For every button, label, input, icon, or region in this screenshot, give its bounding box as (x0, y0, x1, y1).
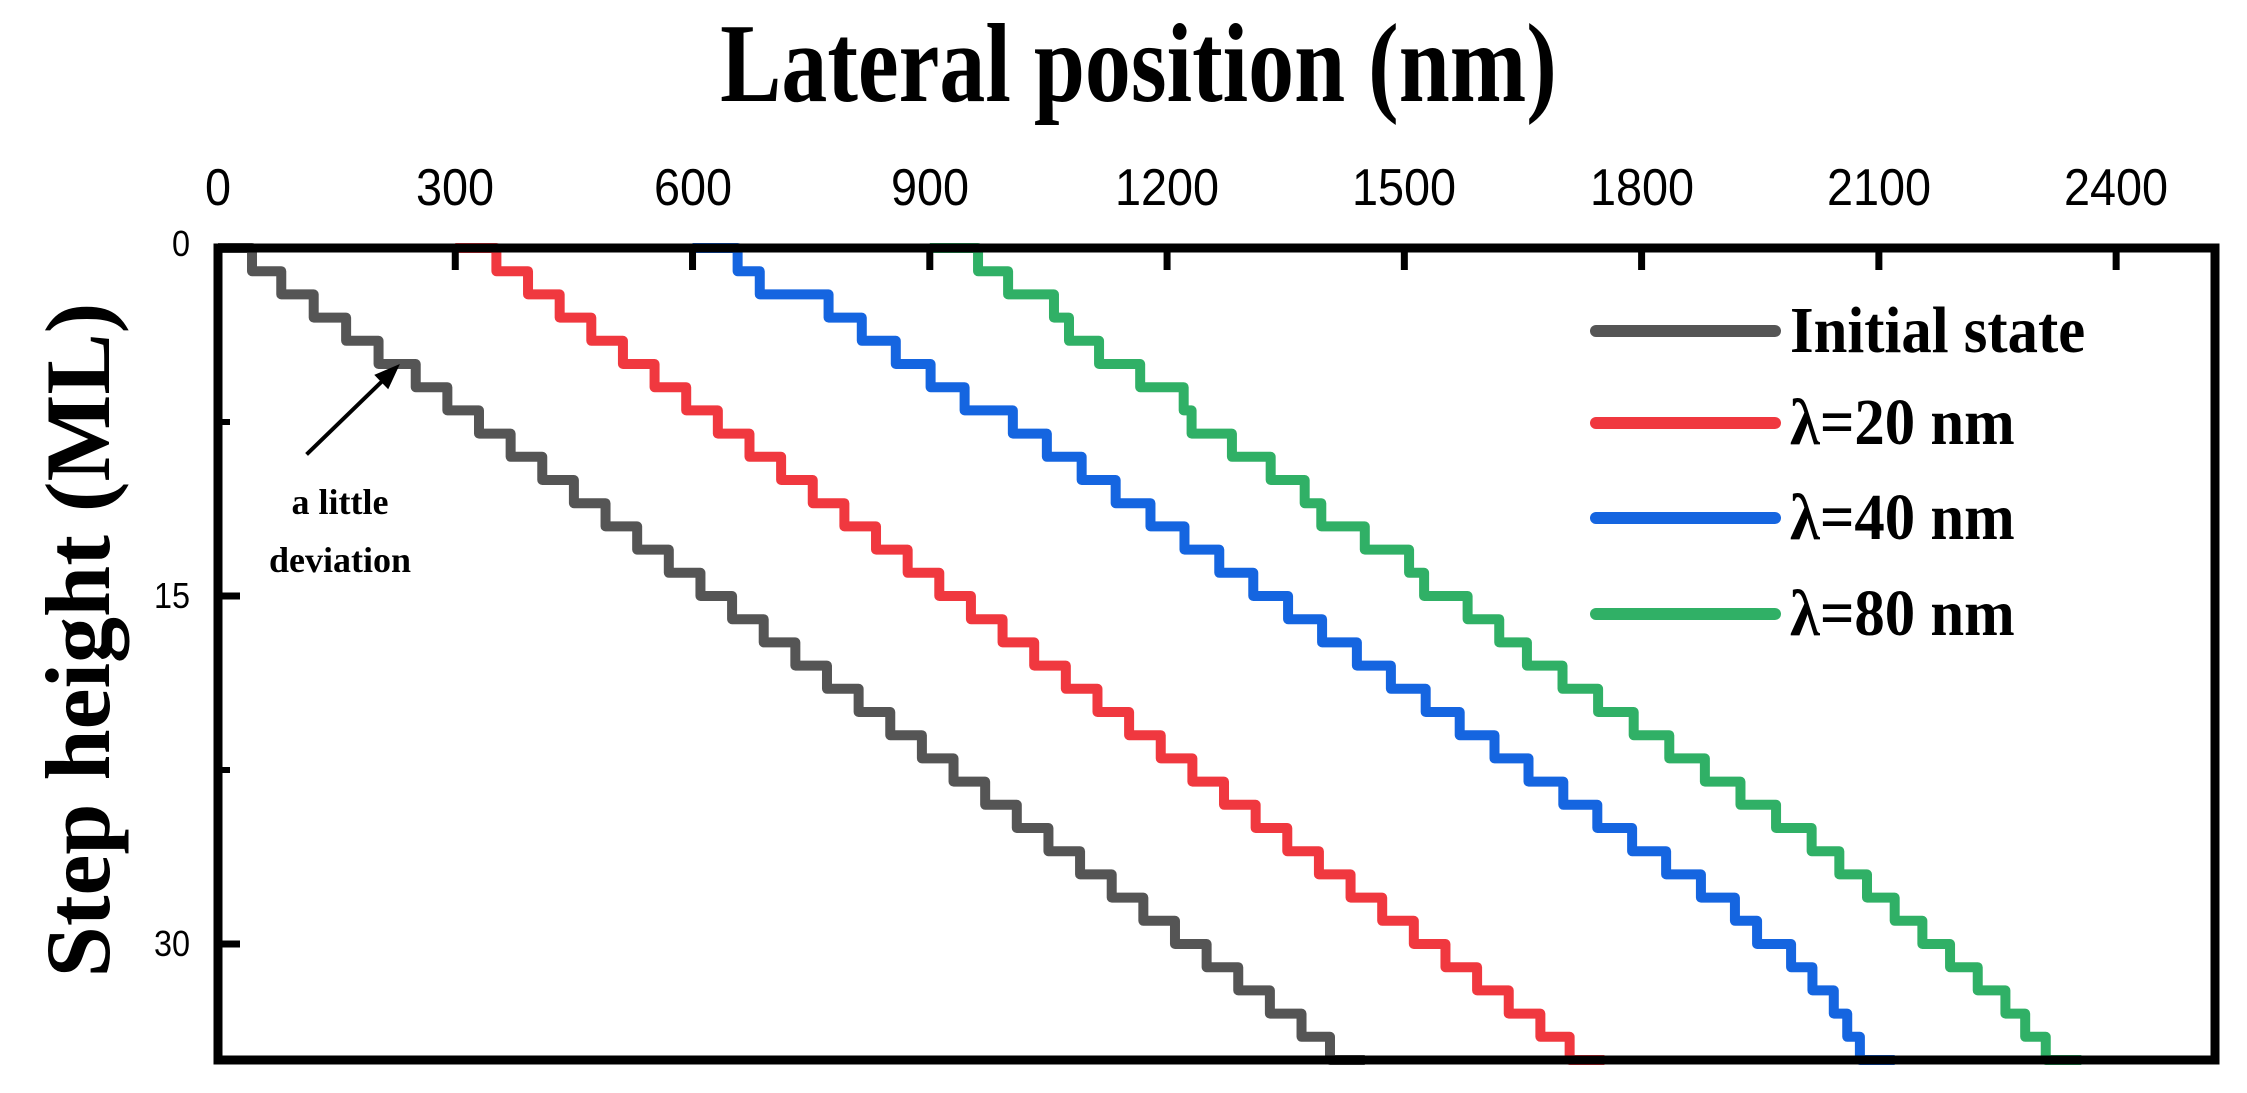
x-tick-label: 900 (890, 159, 969, 217)
annotation-line2: deviation (268, 540, 412, 580)
x-tick-label: 300 (416, 159, 495, 217)
arrow-shaft (305, 373, 391, 456)
legend-label-l80: λ=80 nm (1790, 577, 2015, 650)
y-tick-label: 30 (153, 923, 190, 964)
series-line-1 (455, 243, 1605, 1065)
x-tick-label: 0 (204, 159, 232, 217)
annotation-arrow (305, 364, 400, 456)
legend-lines (1590, 325, 1781, 620)
x-tick-label: 600 (653, 159, 732, 217)
plot-frame (213, 243, 2220, 1065)
legend-label-l40: λ=40 nm (1790, 481, 2015, 554)
annotation-text: a little deviation (269, 482, 411, 580)
x-tick-label: 1800 (1589, 159, 1694, 217)
x-tick-label: 1500 (1352, 159, 1457, 217)
annotation-line1: a little (291, 482, 389, 522)
x-tick-label: 1200 (1115, 159, 1220, 217)
series-line-3 (929, 243, 2082, 1065)
x-tick-label: 2400 (2064, 159, 2169, 217)
arrow-head-icon (374, 364, 400, 390)
axes-frame (213, 243, 2220, 1065)
x-axis-title: Lateral position (nm) (720, 2, 1557, 126)
x-tick-label: 2100 (1826, 159, 1931, 217)
series-line-0 (218, 243, 1365, 1065)
y-tick-label: 15 (153, 575, 190, 616)
legend-label-l20: λ=20 nm (1790, 386, 2015, 459)
series-layer (218, 243, 2082, 1065)
series-line-2 (692, 243, 1895, 1065)
y-tick-label: 0 (171, 223, 190, 264)
legend-label-initial: Initial state (1790, 294, 2086, 367)
